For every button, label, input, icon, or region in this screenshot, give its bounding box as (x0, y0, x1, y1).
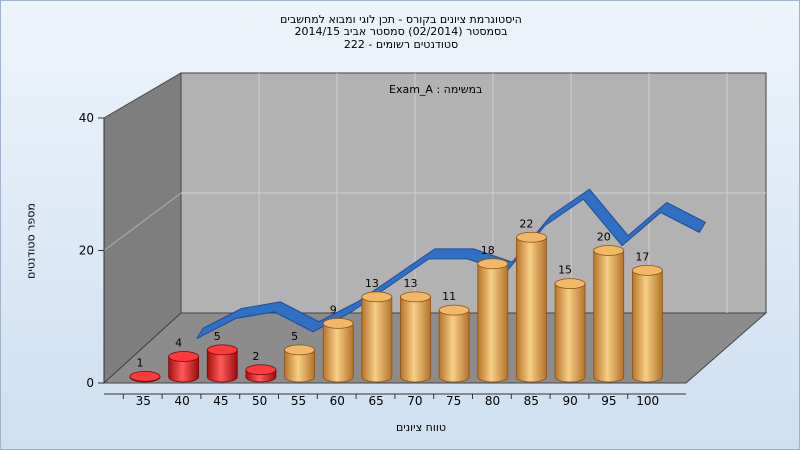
chart-title-line-3: סטודנטים רשומים - 222 (343, 38, 459, 51)
bar-body (322, 322, 354, 383)
bar-value-label: 20 (597, 231, 611, 244)
bar-body (400, 296, 431, 383)
chart-annotation: Exam_A : במשימה (389, 83, 483, 96)
bar-value-label: 11 (442, 290, 456, 303)
bar-top (516, 231, 547, 243)
bar-top (554, 278, 586, 290)
bar-value-label: 15 (558, 264, 572, 277)
x-tick-label: 55 (291, 394, 306, 408)
x-tick-label: 40 (174, 394, 189, 408)
bar-top (245, 364, 277, 376)
bar-value-label: 17 (635, 250, 649, 263)
bar-top (477, 258, 509, 270)
x-tick-label: 80 (485, 394, 500, 408)
bar-value-label: 1 (137, 356, 144, 369)
x-tick-label: 60 (330, 394, 345, 408)
y-tick-label: 40 (79, 111, 94, 125)
bar-top (168, 351, 200, 362)
y-axis-title: מספר סטודנטים (24, 203, 38, 279)
bar-body (284, 349, 315, 383)
bar-top (631, 264, 663, 276)
bar-top (206, 344, 238, 356)
bar-value-label: 5 (214, 330, 221, 343)
bar-value-label: 2 (252, 350, 259, 363)
y-tick-label: 20 (79, 244, 94, 258)
bar-body (477, 263, 509, 383)
x-tick-label: 50 (252, 394, 267, 408)
grid-line-side (103, 192, 182, 251)
bar-top (400, 291, 431, 303)
chart-title-line-2: בסמסטר (02/2014) סמסטר אביב 2014/15 (294, 25, 508, 38)
bar-body (631, 269, 663, 383)
bar-body (206, 349, 238, 383)
x-tick-label: 100 (636, 394, 659, 408)
bar-top (322, 317, 354, 329)
bar-value-label: 22 (519, 217, 533, 230)
bar-body (168, 356, 200, 383)
x-tick-label: 45 (213, 394, 228, 408)
bar-value-label: 9 (330, 303, 337, 316)
bar-body (361, 296, 393, 383)
bar-value-label: 18 (481, 244, 495, 257)
x-tick-label: 75 (446, 394, 461, 408)
y-tick-label: 0 (86, 376, 94, 390)
x-tick-label: 95 (601, 394, 616, 408)
x-tick-label: 35 (136, 394, 151, 408)
bar-body (554, 283, 586, 383)
x-axis-title: טווח ציונים (396, 421, 446, 434)
floor (102, 312, 768, 384)
bar-body (516, 236, 547, 383)
bar-top (361, 291, 393, 303)
bar-value-label: 13 (404, 277, 418, 290)
bar-body (593, 250, 625, 383)
x-tick-label: 85 (524, 394, 539, 408)
bar-top (438, 304, 470, 316)
bar-value-label: 5 (291, 330, 298, 343)
chart-title-line-1: היסטוגרמת ציונים בקורס - תכן לוגי ומבוא … (280, 13, 522, 26)
x-tick-label: 70 (407, 394, 422, 408)
x-tick-label: 90 (562, 394, 577, 408)
x-tick-label: 65 (368, 394, 383, 408)
bar-top (284, 344, 315, 356)
bar-top (129, 370, 161, 382)
bar-body (438, 309, 470, 383)
bar-top (593, 245, 625, 256)
bar-value-label: 13 (365, 277, 379, 290)
bar-value-label: 4 (175, 337, 182, 350)
